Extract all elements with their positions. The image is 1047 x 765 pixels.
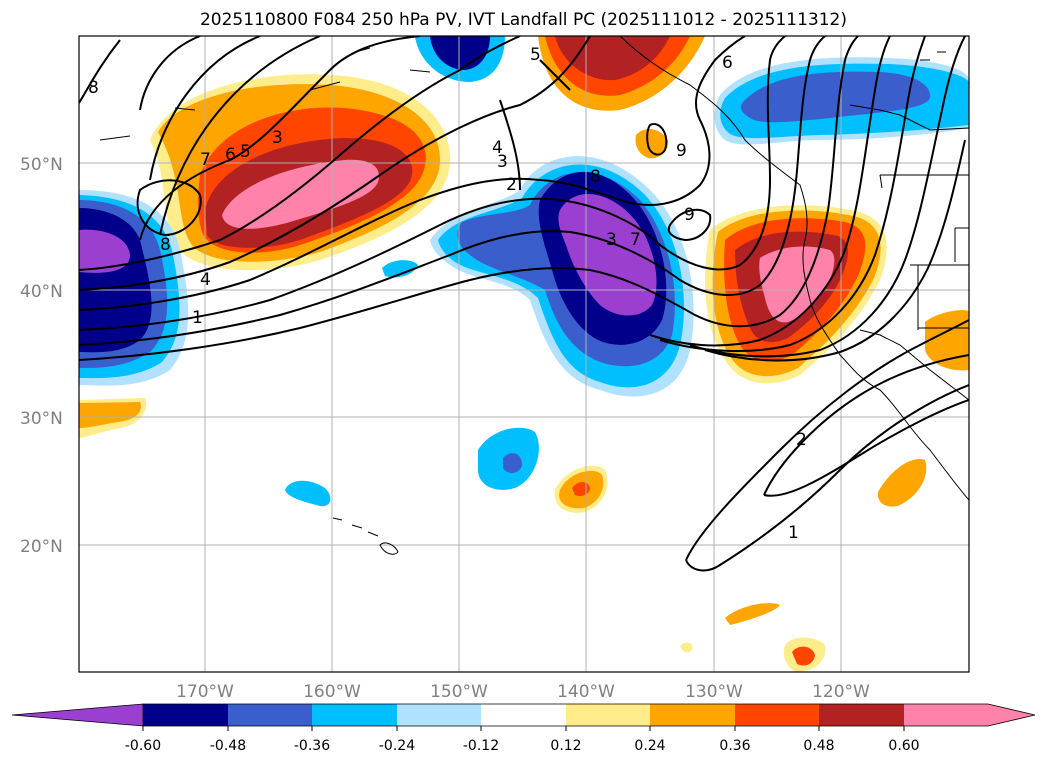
colorbar-swatch: [735, 704, 819, 726]
lon-label: 150°W: [430, 682, 488, 702]
colorbar-swatch: [650, 704, 735, 726]
pv-anomaly-negative: [503, 453, 522, 474]
pv-anomaly-positive: [725, 603, 780, 625]
contour-label: 8: [160, 235, 171, 255]
colorbar-label: 0.12: [550, 738, 581, 754]
lon-label: 140°W: [557, 682, 615, 702]
contour-label: 2: [506, 175, 517, 195]
lon-label: 130°W: [685, 682, 743, 702]
pv-anomaly-positive: [79, 402, 141, 428]
colorbar: -0.60 -0.48 -0.36 -0.24 -0.12 0.12 0.24 …: [11, 703, 1036, 754]
contour-label: 3: [272, 128, 283, 148]
pv-anomaly-positive: [222, 159, 380, 229]
contour-labels: 8 7 6 5 3 8 4 1 4 3 2 5 6 8 3 7 9 9 2 1: [88, 45, 807, 543]
colorbar-label: -0.36: [294, 738, 330, 754]
lon-label: 160°W: [303, 682, 361, 702]
colorbar-swatch: [312, 704, 397, 726]
colorbar-swatch: [819, 704, 904, 726]
coastlines: [99, 36, 969, 555]
chart-title: 2025110800 F084 250 hPa PV, IVT Landfall…: [199, 10, 847, 30]
colorbar-swatch: [397, 704, 481, 726]
contour-label: 6: [225, 145, 236, 165]
contour-label: 5: [240, 142, 251, 162]
map-frame: [78, 35, 970, 673]
colorbar-swatch: [228, 704, 312, 726]
lon-labels: 170°W 160°W 150°W 140°W 130°W 120°W: [176, 682, 870, 702]
contour-label: 6: [722, 53, 733, 73]
pv-anomaly-negative: [740, 71, 931, 123]
contour-label: 8: [590, 167, 601, 187]
colorbar-swatch: [481, 704, 566, 726]
contour-label: 4: [200, 270, 211, 290]
pv-anomaly-negative: [79, 229, 130, 273]
colorbar-swatch: [566, 704, 650, 726]
lon-label: 120°W: [812, 682, 870, 702]
contour-label: 1: [788, 523, 799, 543]
pv-anomaly-negative: [382, 260, 418, 278]
colorbar-label: 0.48: [803, 738, 834, 754]
contour-label: 8: [88, 78, 99, 98]
lat-label: 50°N: [20, 155, 63, 175]
colorbar-extend-low: [11, 703, 144, 727]
lon-label: 170°W: [176, 682, 234, 702]
colorbar-extend-high: [904, 704, 1035, 726]
contour-label: 2: [796, 430, 807, 450]
lat-labels: 50°N 40°N 30°N 20°N: [20, 155, 63, 557]
colorbar-label: -0.12: [463, 738, 499, 754]
colorbar-label: -0.60: [125, 738, 161, 754]
lat-label: 40°N: [20, 282, 63, 302]
contour-label: 5: [530, 45, 541, 65]
contour-label: 7: [200, 150, 211, 170]
lat-label: 30°N: [20, 409, 63, 429]
pv-anomaly-positive: [635, 128, 669, 159]
colorbar-swatch: [143, 704, 228, 726]
contour-label: 9: [676, 141, 687, 161]
contour-label: 3: [497, 152, 508, 172]
contour-label: 3: [606, 230, 617, 250]
pv-contours: [79, 36, 969, 572]
colorbar-label: 0.24: [634, 738, 665, 754]
pv-anomaly-negative: [285, 480, 331, 507]
contour-label: 1: [192, 308, 203, 328]
pv-anomaly-positive: [759, 246, 835, 323]
pv-anomaly-positive: [792, 646, 815, 666]
pv-anomaly-positive: [680, 642, 693, 653]
pv-anomaly-negative: [430, 36, 490, 70]
colorbar-label: -0.24: [379, 738, 415, 754]
contour-label: 9: [684, 205, 695, 225]
contour-label: 4: [492, 138, 503, 158]
lat-label: 20°N: [20, 537, 63, 557]
pv-anomaly-positive: [877, 459, 927, 507]
pv-anomaly-positive: [925, 310, 969, 371]
gridlines: [79, 36, 969, 672]
colorbar-label: 0.60: [888, 738, 919, 754]
colorbar-label: -0.48: [210, 738, 246, 754]
contour-label: 7: [630, 230, 641, 250]
colorbar-label: 0.36: [719, 738, 750, 754]
